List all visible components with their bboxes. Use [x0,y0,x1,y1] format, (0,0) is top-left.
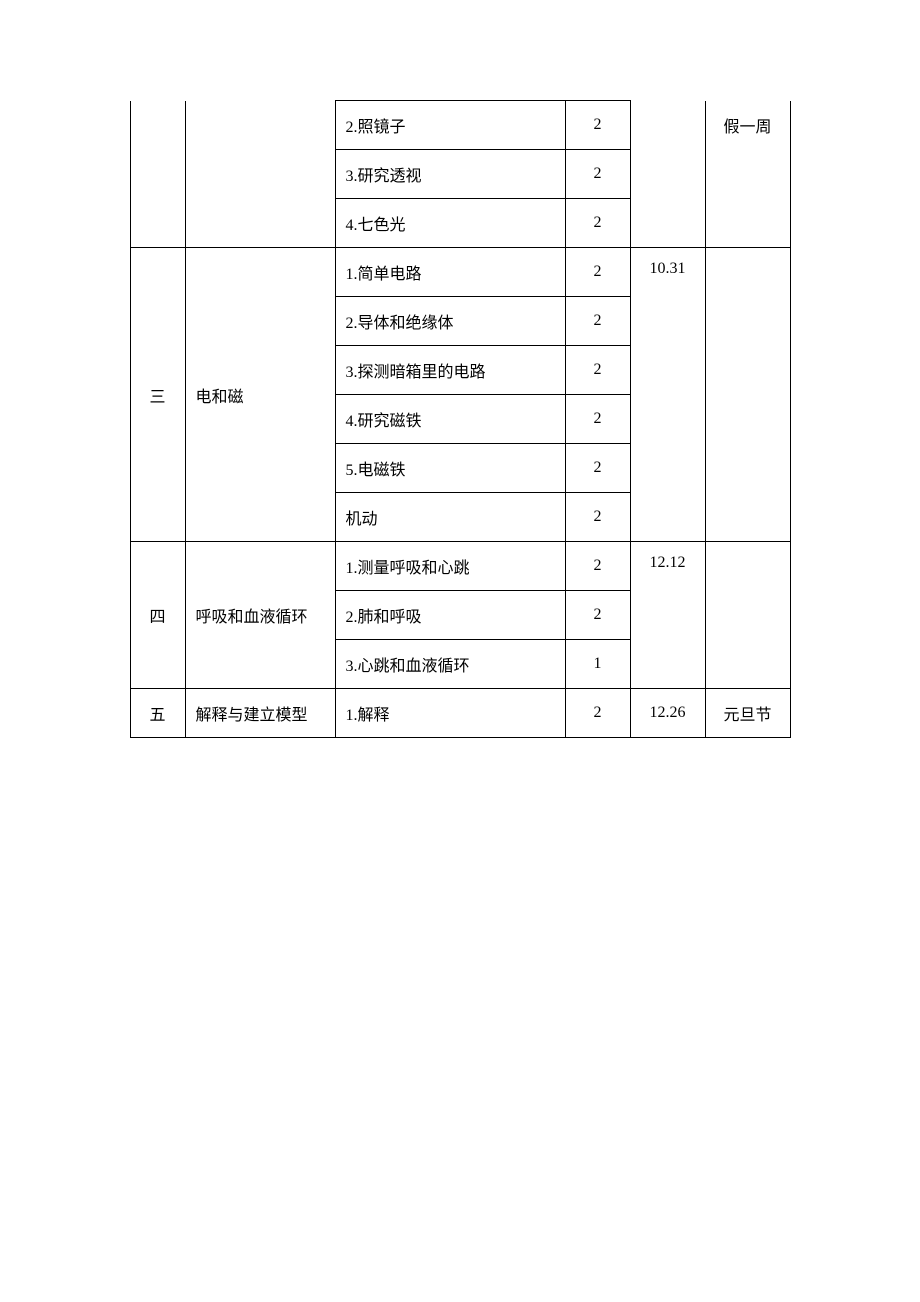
unit-num-cell: 五 [130,689,185,738]
hours-cell: 2 [565,199,630,248]
hours-cell: 2 [565,248,630,297]
topic-cell: 2.导体和绝缘体 [335,297,565,346]
hours-cell: 2 [565,689,630,738]
table-row: 四 呼吸和血液循环 1.测量呼吸和心跳 2 12.12 [130,542,790,591]
note-cell [705,248,790,542]
topic-cell: 1.简单电路 [335,248,565,297]
topic-cell: 2.肺和呼吸 [335,591,565,640]
table-row: 三 电和磁 1.简单电路 2 10.31 [130,248,790,297]
note-cell [705,542,790,689]
unit-title-cell: 电和磁 [185,248,335,542]
topic-cell: 1.测量呼吸和心跳 [335,542,565,591]
table-row: 五 解释与建立模型 1.解释 2 12.26 元旦节 [130,689,790,738]
topic-cell: 4.七色光 [335,199,565,248]
hours-cell: 2 [565,395,630,444]
topic-cell: 5.电磁铁 [335,444,565,493]
date-cell [630,101,705,248]
table-row: 2.照镜子 2 假一周 [130,101,790,150]
topic-cell: 4.研究磁铁 [335,395,565,444]
hours-cell: 2 [565,542,630,591]
unit-title-cell [185,101,335,248]
hours-cell: 2 [565,591,630,640]
document-page: 2.照镜子 2 假一周 3.研究透视 2 4.七色光 2 三 电和磁 1.简单电… [0,0,920,1302]
topic-cell: 3.心跳和血液循环 [335,640,565,689]
unit-num-cell [130,101,185,248]
hours-cell: 2 [565,297,630,346]
hours-cell: 1 [565,640,630,689]
hours-cell: 2 [565,493,630,542]
date-cell: 12.26 [630,689,705,738]
note-cell: 元旦节 [705,689,790,738]
unit-num-cell: 四 [130,542,185,689]
hours-cell: 2 [565,444,630,493]
topic-cell: 3.探测暗箱里的电路 [335,346,565,395]
schedule-table: 2.照镜子 2 假一周 3.研究透视 2 4.七色光 2 三 电和磁 1.简单电… [130,100,791,738]
topic-cell: 机动 [335,493,565,542]
table-body: 2.照镜子 2 假一周 3.研究透视 2 4.七色光 2 三 电和磁 1.简单电… [130,101,790,738]
topic-cell: 2.照镜子 [335,101,565,150]
hours-cell: 2 [565,346,630,395]
note-cell: 假一周 [705,101,790,248]
date-cell: 10.31 [630,248,705,542]
date-cell: 12.12 [630,542,705,689]
unit-num-cell: 三 [130,248,185,542]
unit-title-cell: 解释与建立模型 [185,689,335,738]
hours-cell: 2 [565,101,630,150]
hours-cell: 2 [565,150,630,199]
unit-title-cell: 呼吸和血液循环 [185,542,335,689]
topic-cell: 1.解释 [335,689,565,738]
topic-cell: 3.研究透视 [335,150,565,199]
